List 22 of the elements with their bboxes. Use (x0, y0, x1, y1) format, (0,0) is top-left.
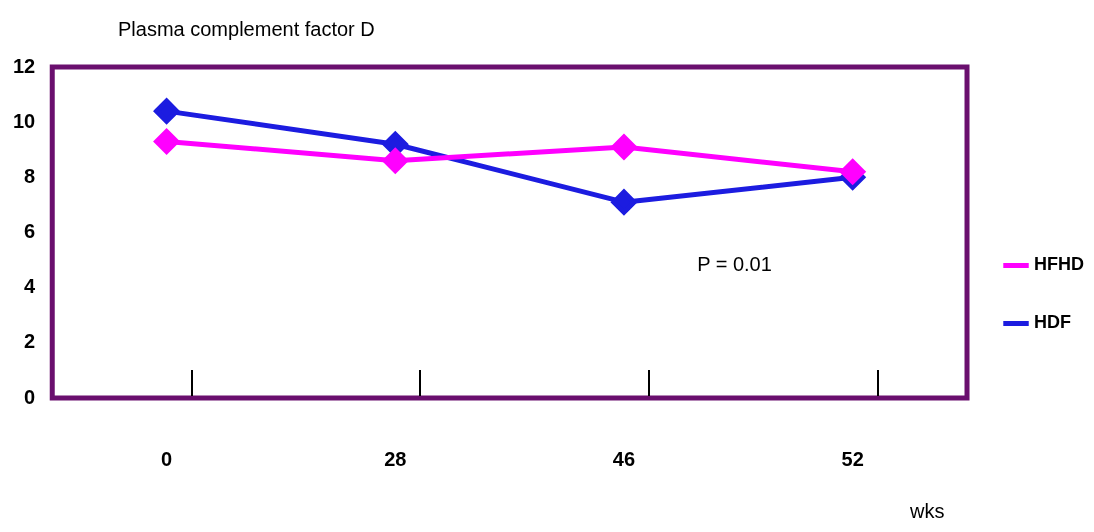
point (611, 134, 637, 160)
x-axis-title: wks (909, 499, 945, 522)
y-tick-label: 2 (24, 330, 36, 353)
point (840, 159, 866, 185)
y-tick-label: 0 (24, 385, 36, 408)
y-tick-label: 4 (24, 275, 37, 298)
y-tick-label: 10 (13, 109, 36, 132)
y-tick-label: 12 (13, 54, 36, 77)
x-tick-label: 52 (841, 447, 864, 470)
legend-label: HFHD (1034, 254, 1085, 275)
chart-title: Plasma complement factor D (118, 17, 375, 40)
x-tick-label: 0 (161, 447, 173, 470)
point (154, 98, 180, 124)
x-tick-label: 46 (612, 447, 636, 470)
x-tick-label: 28 (384, 447, 407, 470)
point (154, 128, 180, 154)
point (611, 189, 637, 215)
legend-label: HDF (1034, 312, 1072, 333)
annotation: P = 0.01 (697, 253, 772, 276)
y-tick-label: 6 (24, 220, 36, 243)
y-tick-label: 8 (24, 164, 36, 187)
point (382, 148, 408, 174)
